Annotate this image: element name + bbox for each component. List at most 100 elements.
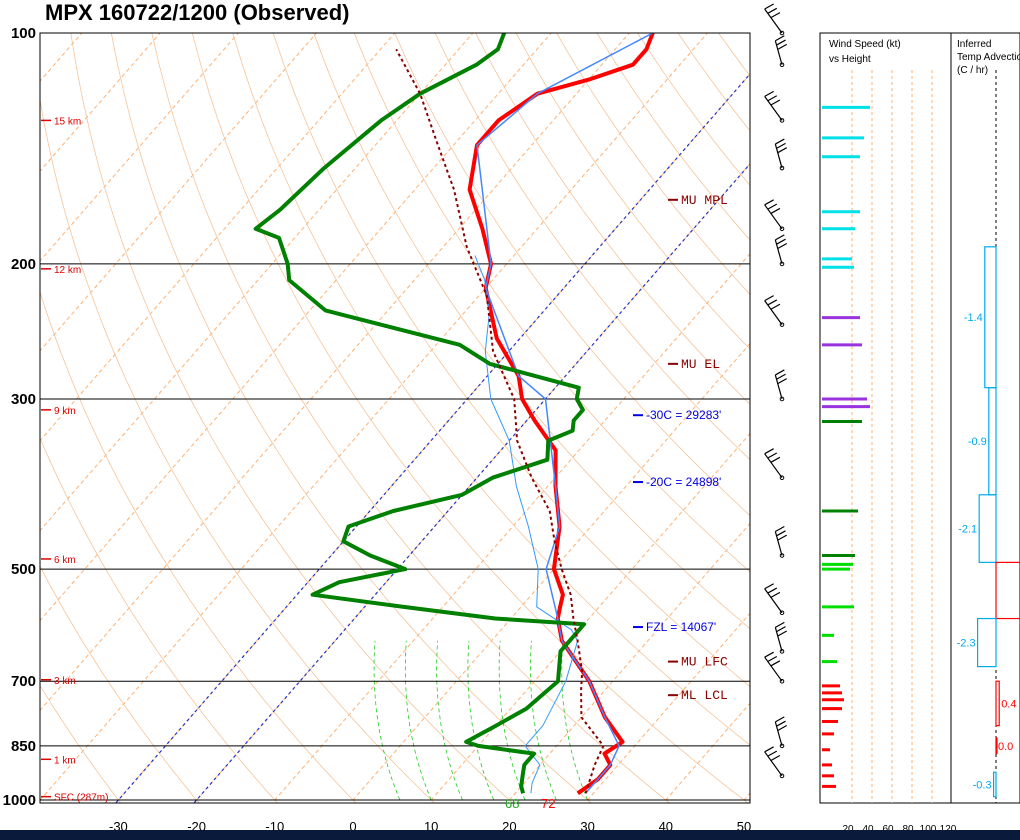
wind-barb-shaft (764, 204, 783, 230)
wind-barb-flag (767, 655, 778, 663)
theta-e-labels: 68 72 (505, 796, 555, 811)
isotherm-line (349, 342, 750, 803)
height-label: 6 km (54, 555, 76, 566)
wind-barb-shaft (764, 751, 783, 777)
advection-title-3: (C / hr) (957, 65, 988, 76)
dry-adiabat-line (515, 33, 750, 350)
parcel-profile (395, 48, 605, 794)
isotherm-line (271, 253, 750, 803)
wind-barbs (764, 3, 788, 779)
wind-barb-flag (770, 303, 781, 310)
pressure-tick-label: 500 (11, 561, 36, 578)
wind-barb-shaft (764, 8, 783, 34)
advection-bar (992, 771, 997, 798)
height-labels: 15 km 12 km 9 km 6 km 3 km 1 km SFC (287m) (41, 116, 108, 804)
moist-adiabat-line (467, 640, 495, 801)
advection-value-label: -1.4 (964, 312, 983, 324)
wind-tick-label: 120 (940, 824, 957, 835)
wind-speed-panel (819, 32, 952, 804)
pressure-tick-label: 1000 (3, 792, 36, 809)
advection-bar (995, 561, 1020, 620)
level-label: MU MPL (681, 193, 728, 208)
dry-adiabat-line (313, 33, 750, 630)
dry-adiabat-line (40, 684, 122, 803)
wind-barb-flag (770, 207, 781, 214)
moist-adiabat-line (530, 640, 557, 801)
isotherm-line (40, 33, 474, 532)
advection-value-label: -0.3 (973, 779, 992, 791)
level-annotations: MU MPL MU EL -30C = 29283' -20C = 24898' FZL… (633, 193, 728, 703)
wind-barb-flag (775, 138, 785, 145)
theta-e-label: 72 (541, 796, 555, 811)
level-label: -30C = 29283' (646, 408, 721, 422)
height-label: 3 km (54, 676, 76, 687)
wind-barb-flag (777, 43, 788, 50)
level-label: -20C = 24898' (646, 475, 721, 489)
wind-barb-flag (775, 369, 785, 376)
wind-barb-flag (767, 203, 778, 210)
isotherm-line (40, 33, 552, 622)
bottom-bar (0, 830, 1020, 840)
wind-barb-flag (770, 660, 781, 667)
wind-tick-label: 40 (862, 824, 874, 835)
wind-barb-flag (770, 754, 781, 761)
wind-barb-flag (777, 630, 788, 637)
wind-barb-flag (770, 591, 781, 598)
advection-bars: -1.4-0.9-2.13.9-2.30.40.0-0.3 (957, 70, 1020, 803)
wind-barb-station (779, 475, 785, 480)
wind-barb-flag (776, 530, 786, 537)
wind-barb-flag (776, 39, 786, 46)
wind-barb-flag (775, 716, 785, 723)
wind-barb-flag (775, 621, 785, 628)
isotherm-line (40, 33, 709, 801)
highlight-isotherm (193, 162, 750, 803)
advection-value-label: 0.0 (998, 741, 1013, 753)
wind-barb-flag (767, 750, 778, 757)
dry-adiabat-line (272, 33, 750, 687)
advection-bar (995, 737, 998, 755)
isotherm-line (40, 33, 161, 172)
height-label: 9 km (54, 406, 76, 417)
dry-adiabat-line (110, 33, 592, 803)
dry-adiabat-line (434, 33, 750, 461)
dry-adiabat-line (475, 33, 750, 405)
pressure-tick-label: 300 (11, 391, 36, 408)
wind-tick-label: 60 (882, 824, 894, 835)
wind-barb-flag (767, 452, 778, 459)
isotherm-line (40, 33, 630, 712)
advection-bar (978, 494, 997, 563)
wind-barb-shaft (764, 96, 783, 121)
dry-adiabat-line (40, 290, 357, 803)
wind-barb-flag (764, 651, 774, 658)
wind-barb-flag (764, 199, 774, 206)
advection-bar (976, 617, 997, 668)
wind-barb-station (779, 30, 785, 36)
level-label: MU EL (681, 357, 720, 372)
wind-barb-flag (770, 456, 781, 463)
wind-tick-label: 80 (902, 824, 914, 835)
advection-value-label: -0.9 (968, 436, 987, 448)
plot-frame (39, 32, 751, 804)
advection-value-label: -2.1 (958, 524, 977, 536)
wind-barb-shaft (764, 300, 783, 325)
advection-title-1: Inferred (957, 39, 991, 50)
dewpoint-profile (253, 33, 587, 794)
wind-barb-shaft (764, 656, 783, 682)
theta-e-label: 68 (505, 796, 519, 811)
wind-barb-station (779, 118, 785, 123)
advection-value-label: -2.3 (957, 638, 976, 650)
height-label: 12 km (54, 265, 81, 276)
moist-adiabat-line (498, 640, 526, 801)
moist-adiabat-line (561, 640, 588, 801)
wind-barb-flag (767, 95, 778, 102)
wind-barb-shaft (764, 588, 783, 614)
dry-adiabat-line (70, 33, 514, 803)
wind-barb-station (779, 610, 785, 616)
wind-panel-title: Wind Speed (kt) (829, 39, 901, 50)
temperature-tick-label: 0 (349, 819, 356, 834)
wind-barb-flag (767, 587, 778, 594)
wind-barb-flag (764, 583, 774, 590)
dry-adiabat-line (394, 33, 750, 516)
wind-panel-subtitle: vs Height (829, 54, 871, 65)
